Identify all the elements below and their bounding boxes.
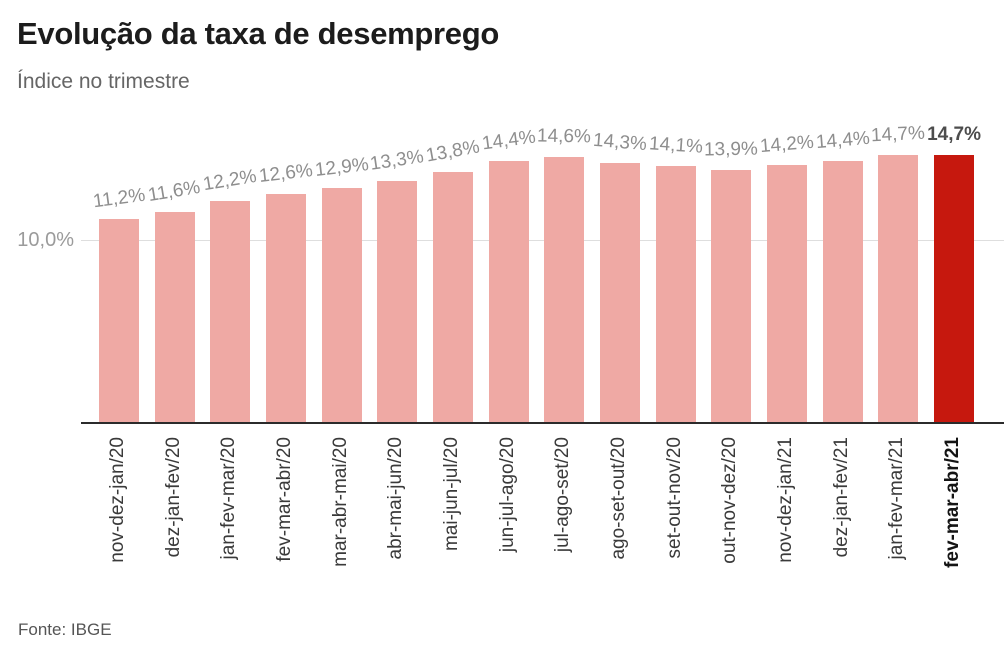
x-axis-tick-label: abr-mai-jun/20 [385,437,407,560]
bar [266,193,306,423]
bar [878,155,919,423]
bar [433,171,474,423]
bar [321,188,362,423]
x-axis-tick-label: out-nov-dez/20 [719,437,741,564]
x-axis-line [81,422,1004,424]
x-axis-tick-label: nov-dez-jan/20 [107,437,128,563]
source-note: Fonte: IBGE [18,620,112,639]
x-axis-tick-label: jan-fev-mar/20 [218,437,240,560]
bar-value-label-wrap: 14,7% [894,123,1008,147]
bar [544,157,585,423]
bar [711,170,752,423]
x-axis-tick-label: jan-fev-mar/21 [886,437,908,560]
bar [767,164,808,423]
x-axis-tick-label: jul-ago-set/20 [552,437,574,553]
page-subtitle: Índice no trimestre [17,70,190,93]
x-axis-tick-label: dez-jan-fev/21 [830,437,852,558]
bar [488,160,529,423]
bar [600,162,641,423]
x-axis-tick-label: mai-jun-jul/20 [441,437,463,552]
x-axis-tick-label: fev-mar-abr/20 [274,437,295,562]
x-axis-tick-label: set-out-nov/20 [663,437,685,559]
x-axis-tick-label: jun-jul-ago/20 [496,437,518,553]
x-axis-tick-label: nov-dez-jan/21 [775,437,797,563]
page-title: Evolução da taxa de desemprego [17,16,500,51]
bar-value-label-highlighted: 14,7% [927,124,981,146]
bar [822,160,863,423]
bar [655,166,696,423]
y-axis-tick-label: 10,0% [17,229,74,251]
bar [99,219,139,423]
x-axis-tick-label: dez-jan-fev/20 [162,437,184,558]
x-axis-tick-label: ago-set-out/20 [608,437,630,560]
bar [154,211,195,423]
x-axis-tick-label-highlighted: fev-mar-abr/21 [942,437,964,568]
x-axis-tick-label: mar-abr-mai/20 [329,437,351,567]
bar-highlighted [934,155,975,423]
bar-chart: 10,0% 11,2% nov-dez-jan/20 11,6% dez-jan-fe… [17,123,1008,568]
bar [377,180,418,423]
bar [210,200,251,423]
gridline-10-percent [81,240,1004,241]
